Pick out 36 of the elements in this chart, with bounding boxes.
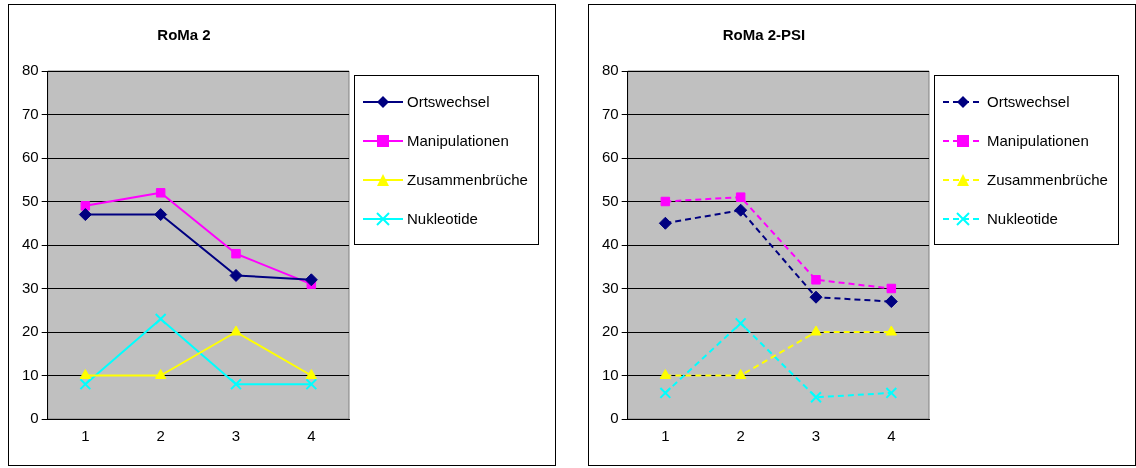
x-tick-label: 1 [661, 427, 670, 445]
y-tick-label: 70 [22, 104, 39, 122]
legend-label: Zusammenbrüche [987, 171, 1108, 188]
legend-label: Ortswechsel [987, 93, 1070, 110]
y-tick-label: 0 [30, 409, 39, 427]
chart-title: RoMa 2 [157, 26, 211, 44]
y-tick-label: 10 [22, 365, 39, 383]
y-tick-label: 40 [602, 235, 619, 253]
x-tick-label: 3 [231, 427, 241, 445]
legend-label: Manipulationen [407, 132, 509, 149]
x-tick-label: 1 [81, 427, 90, 445]
y-tick-label: 60 [22, 148, 39, 166]
legend-label: Ortswechsel [407, 93, 490, 110]
legend-label: Nukleotide [407, 210, 478, 227]
chart-title: RoMa 2-PSI [722, 26, 806, 44]
x-tick-label: 4 [307, 427, 316, 445]
y-tick-label: 20 [22, 322, 39, 340]
y-tick-label: 0 [610, 409, 619, 427]
y-tick-label: 80 [22, 61, 39, 79]
y-tick-label: 50 [602, 191, 619, 209]
x-tick-label: 4 [887, 427, 896, 445]
x-tick-label: 3 [811, 427, 821, 445]
y-tick-label: 20 [602, 322, 619, 340]
y-tick-label: 60 [602, 148, 619, 166]
legend-label: Zusammenbrüche [407, 171, 528, 188]
y-tick-label: 70 [602, 104, 619, 122]
y-tick-label: 30 [602, 278, 619, 296]
y-tick-label: 80 [602, 61, 619, 79]
x-tick-label: 2 [736, 427, 745, 445]
x-tick-label: 2 [156, 427, 165, 445]
y-tick-label: 50 [22, 191, 39, 209]
y-tick-label: 40 [22, 235, 39, 253]
legend-label: Nukleotide [987, 210, 1058, 227]
y-tick-label: 10 [602, 365, 619, 383]
y-tick-label: 30 [22, 278, 39, 296]
legend-label: Manipulationen [987, 132, 1089, 149]
